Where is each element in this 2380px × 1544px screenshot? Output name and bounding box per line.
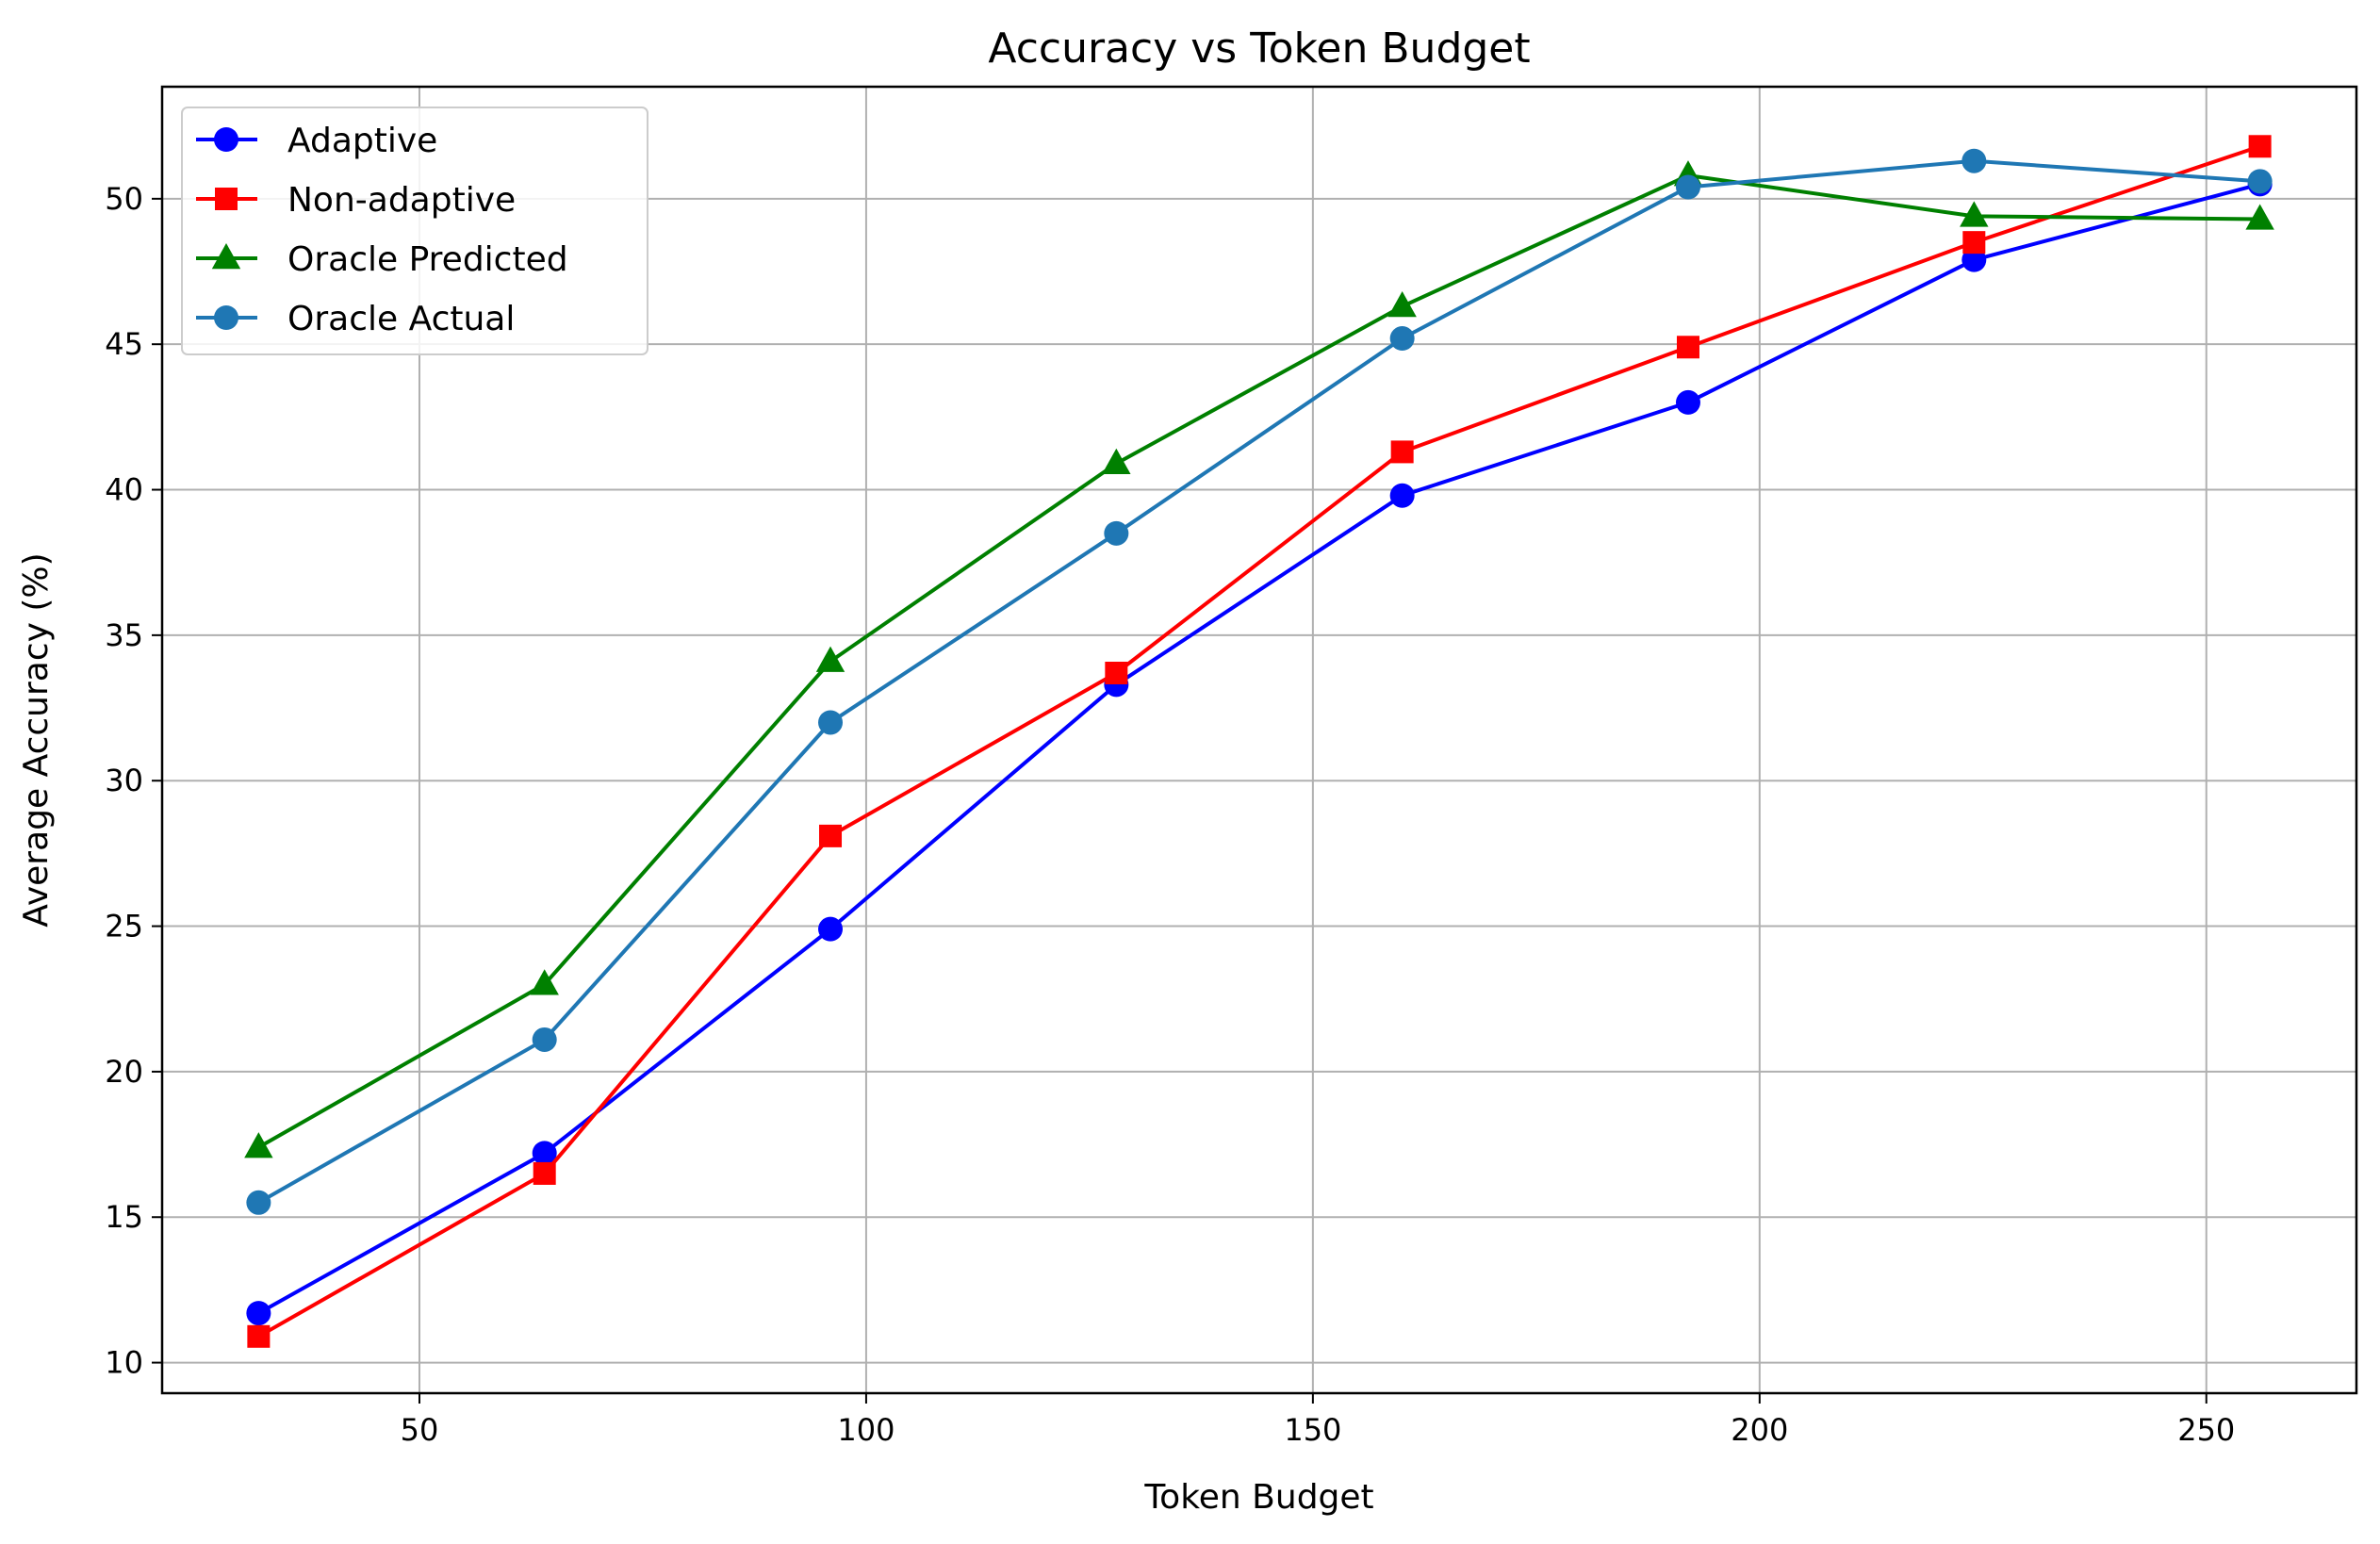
data-point-adaptive <box>1675 389 1700 415</box>
y-tick-label: 25 <box>105 909 143 944</box>
data-point-oracle-predicted <box>1960 201 1989 227</box>
legend-label-adaptive: Adaptive <box>287 122 437 160</box>
data-point-oracle-predicted <box>244 1132 273 1158</box>
legend-marker-adaptive <box>214 127 238 152</box>
data-point-oracle-predicted <box>2245 204 2274 230</box>
data-point-adaptive <box>532 1141 557 1166</box>
ticks: 50 100 150 200 250 10 15 20 25 30 35 40 45 50 <box>105 181 2235 1448</box>
data-point-oracle-actual <box>1675 174 1700 200</box>
data-point-non-adaptive <box>819 824 843 847</box>
y-tick-label: 20 <box>105 1054 143 1090</box>
data-point-non-adaptive <box>247 1324 271 1348</box>
y-tick-label: 30 <box>105 763 143 798</box>
legend: Adaptive Non-adaptive Oracle Predicted Orac… <box>181 107 648 355</box>
data-point-oracle-predicted <box>815 646 845 672</box>
legend-box <box>181 107 648 355</box>
plot-frame <box>160 85 2358 1395</box>
series-line-non-adaptive <box>257 144 2261 1339</box>
x-tick-label: 100 <box>837 1412 895 1448</box>
data-point-non-adaptive <box>1390 440 1414 464</box>
y-tick-label: 40 <box>105 472 143 508</box>
data-point-oracle-actual <box>1389 326 1415 352</box>
series-line-oracle-predicted <box>257 173 2260 1149</box>
data-point-non-adaptive <box>1676 336 1699 359</box>
x-tick-label: 250 <box>2177 1412 2235 1448</box>
data-point-oracle-actual <box>818 710 844 735</box>
y-tick-label: 50 <box>105 181 143 217</box>
y-axis-title: Average Accuracy (%) <box>17 552 56 927</box>
data-point-non-adaptive <box>1962 231 1986 255</box>
legend-label-oracle-predicted: Oracle Predicted <box>287 240 568 279</box>
x-tick-label: 50 <box>401 1412 439 1448</box>
series-line-oracle-actual <box>257 158 2260 1205</box>
series-layer <box>244 135 2274 1348</box>
series-oracle-actual <box>246 148 2273 1215</box>
series-oracle-predicted <box>244 160 2274 1158</box>
data-point-oracle-actual <box>246 1190 271 1215</box>
y-tick-label: 15 <box>105 1199 143 1235</box>
data-point-non-adaptive <box>1105 662 1128 685</box>
data-point-oracle-actual <box>1104 520 1129 546</box>
y-tick-label: 45 <box>105 326 143 362</box>
legend-label-oracle-actual: Oracle Actual <box>287 300 515 338</box>
data-point-oracle-actual <box>2247 169 2273 194</box>
data-point-oracle-actual <box>1961 148 1987 173</box>
legend-marker-oracle-predicted <box>211 243 241 270</box>
data-point-adaptive <box>1961 247 1987 272</box>
data-point-oracle-actual <box>532 1027 557 1052</box>
chart-title: Accuracy vs Token Budget <box>988 25 1530 73</box>
data-point-oracle-predicted <box>530 969 559 995</box>
y-tick-label: 10 <box>105 1345 143 1381</box>
legend-marker-oracle-actual <box>214 305 238 330</box>
x-axis-title: Token Budget <box>1143 1478 1373 1517</box>
data-point-non-adaptive <box>533 1161 556 1185</box>
x-tick-label: 150 <box>1284 1412 1341 1448</box>
data-point-non-adaptive <box>2248 135 2272 158</box>
data-point-oracle-predicted <box>1102 448 1131 474</box>
data-point-oracle-predicted <box>1387 291 1417 318</box>
legend-marker-non-adaptive <box>215 188 238 210</box>
series-non-adaptive <box>247 135 2272 1348</box>
data-point-adaptive <box>818 916 844 942</box>
grid <box>162 87 2356 1393</box>
legend-label-non-adaptive: Non-adaptive <box>287 181 516 220</box>
x-tick-label: 200 <box>1731 1412 1788 1448</box>
y-tick-label: 35 <box>105 617 143 653</box>
data-point-adaptive <box>246 1301 271 1326</box>
data-point-adaptive <box>1389 483 1415 508</box>
